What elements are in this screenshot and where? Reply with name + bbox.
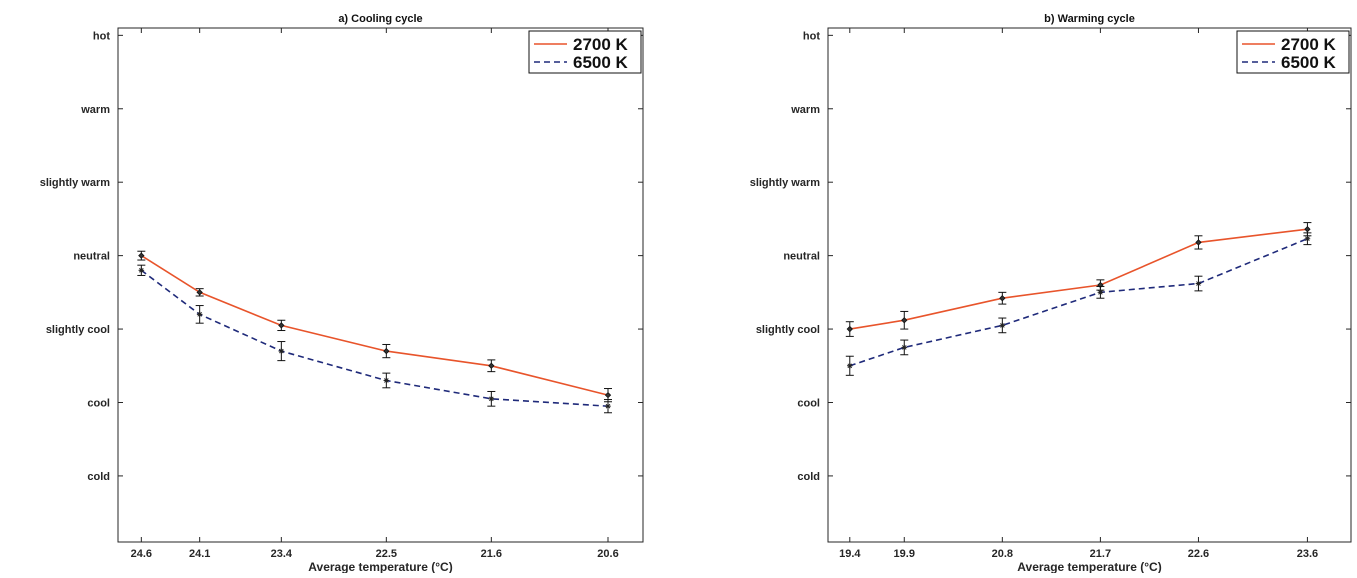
data-point xyxy=(383,347,390,355)
y-tick-label: hot xyxy=(803,30,820,42)
data-point xyxy=(488,396,495,402)
data-point xyxy=(846,325,853,333)
marker-stroke xyxy=(1305,236,1310,242)
marker-stroke xyxy=(489,396,494,402)
y-tick-label: cool xyxy=(87,397,110,409)
marker-stroke xyxy=(1196,281,1201,286)
plot-area xyxy=(827,27,1352,543)
data-point xyxy=(196,311,203,318)
chart-panel-1: a) Cooling cycle cold cool slightly cool neu… xyxy=(40,13,644,574)
y-tick-label: cool xyxy=(797,397,820,409)
y-tick-label: slightly warm xyxy=(40,177,111,189)
series-line xyxy=(140,269,609,407)
data-point xyxy=(999,295,1006,302)
x-tick-label: 19.9 xyxy=(894,548,915,560)
data-point xyxy=(278,348,285,354)
plot-area xyxy=(117,27,644,543)
y-tick-label: neutral xyxy=(783,251,820,263)
data-point xyxy=(1304,226,1311,233)
x-tick-label: 24.6 xyxy=(131,548,152,560)
x-axis-label: Average temperature (°C) xyxy=(1017,560,1161,573)
marker-stroke xyxy=(901,345,907,350)
data-point xyxy=(1195,280,1202,287)
series-2 xyxy=(845,232,1312,376)
data-point xyxy=(383,377,390,384)
y-tick-label: cold xyxy=(87,471,110,483)
x-tick-label: 21.6 xyxy=(481,548,502,560)
x-tick-label: 23.6 xyxy=(1297,548,1318,560)
marker-stroke xyxy=(384,378,389,383)
data-point xyxy=(1097,289,1104,296)
legend-label: 6500 K xyxy=(573,53,629,72)
chart-panel-2: b) Warming cycle cold cool slightly cool neu… xyxy=(750,13,1352,574)
y-tick-label: warm xyxy=(80,104,110,116)
y-tick-label: neutral xyxy=(73,251,110,263)
x-axis-label: Average temperature (°C) xyxy=(308,560,452,573)
x-tick-label: 22.5 xyxy=(376,548,397,560)
data-point xyxy=(901,344,908,351)
series-1 xyxy=(137,250,612,403)
marker-stroke xyxy=(1098,290,1103,295)
y-tick-label: slightly warm xyxy=(750,177,821,189)
x-tick-label: 20.8 xyxy=(992,548,1013,560)
data-point xyxy=(138,267,145,274)
legend-label: 2700 K xyxy=(1281,35,1337,54)
series-1 xyxy=(845,222,1312,337)
y-tick-label: slightly cool xyxy=(756,324,820,336)
chart-title: a) Cooling cycle xyxy=(338,13,422,25)
marker-stroke xyxy=(847,363,853,369)
marker-stroke xyxy=(1000,323,1005,328)
y-tick-label: cold xyxy=(797,471,820,483)
x-tick-label: 23.4 xyxy=(271,548,293,560)
series-line xyxy=(849,228,1308,330)
x-tick-label: 24.1 xyxy=(189,548,210,560)
x-tick-label: 20.6 xyxy=(597,548,618,560)
data-point xyxy=(488,362,495,369)
x-tick-label: 19.4 xyxy=(839,548,861,560)
y-tick-label: warm xyxy=(790,104,820,116)
series-2 xyxy=(137,264,612,414)
y-tick-label: slightly cool xyxy=(46,324,110,336)
legend-label: 6500 K xyxy=(1281,53,1337,72)
data-point xyxy=(605,403,611,409)
data-point xyxy=(999,322,1006,329)
legend-label: 2700 K xyxy=(573,35,629,54)
x-tick-label: 22.6 xyxy=(1188,548,1209,560)
marker-stroke xyxy=(605,403,611,409)
data-point xyxy=(278,322,285,329)
chart-title: b) Warming cycle xyxy=(1044,13,1135,25)
data-point xyxy=(1304,235,1311,242)
data-point xyxy=(1195,239,1202,246)
data-point xyxy=(901,317,908,324)
y-tick-label: hot xyxy=(93,30,110,42)
marker-stroke xyxy=(139,268,144,273)
legend-box xyxy=(528,30,642,74)
marker-stroke xyxy=(197,312,202,317)
data-point xyxy=(604,391,612,399)
data-point xyxy=(138,252,145,259)
marker-stroke xyxy=(279,348,284,354)
series-line xyxy=(140,254,609,396)
data-point xyxy=(196,289,203,296)
legend-box xyxy=(1236,30,1350,74)
data-point xyxy=(846,362,853,369)
x-tick-label: 21.7 xyxy=(1090,548,1111,560)
